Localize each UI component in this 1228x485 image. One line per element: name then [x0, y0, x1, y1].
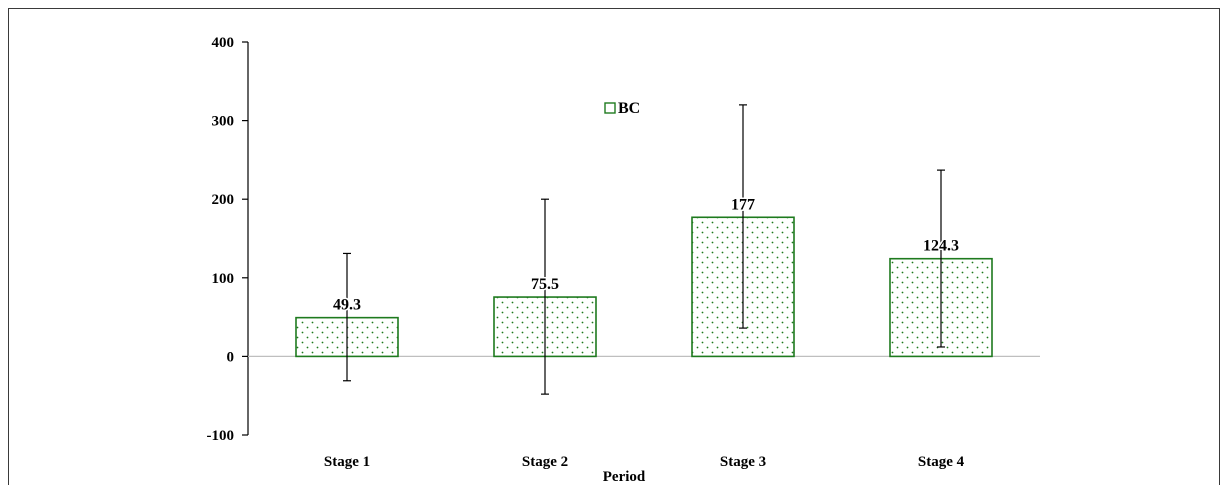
legend-swatch-bc — [604, 102, 616, 114]
data-label: 75.5 — [531, 276, 559, 293]
y-tick-label: -100 — [207, 428, 235, 444]
y-tick-label: 400 — [212, 35, 235, 51]
data-label: 124.3 — [923, 238, 959, 255]
y-tick-label: 300 — [212, 114, 235, 130]
chart-frame — [8, 8, 1220, 485]
x-tick-label: Stage 4 — [918, 454, 965, 470]
y-tick-label: 100 — [212, 271, 235, 287]
error-bars-layer — [343, 104, 945, 395]
x-tick-label: Stage 3 — [720, 454, 766, 470]
x-tick-label: Stage 1 — [324, 454, 370, 470]
y-tick-label: 200 — [212, 192, 235, 208]
data-label: 177 — [731, 196, 755, 213]
data-labels-layer: 49.3 75.5 177 124.3 — [332, 195, 961, 315]
y-tick-label: 0 — [227, 349, 235, 365]
data-label: 49.3 — [333, 297, 361, 314]
x-tick-label: Stage 2 — [522, 454, 568, 470]
legend: BC — [604, 100, 640, 117]
bars-layer — [295, 216, 993, 358]
x-axis-title: Period — [603, 469, 646, 485]
legend-label-bc: BC — [618, 100, 640, 117]
axes-layer: 400 300 200 100 0 -100 Stage 1 Stage 2 Stage 3 St… — [207, 35, 1040, 470]
